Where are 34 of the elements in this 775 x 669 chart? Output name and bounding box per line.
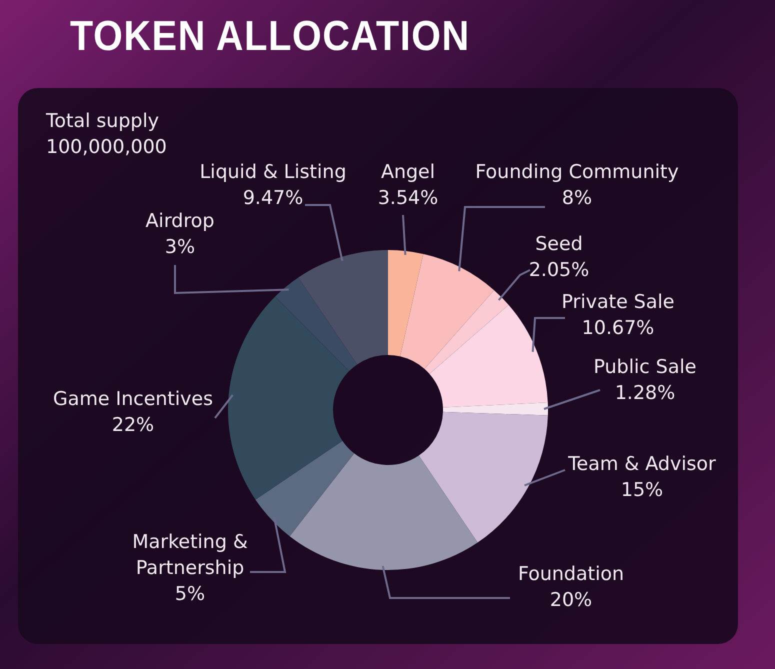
data-label: 5% (174, 583, 206, 605)
data-label: 9.47% (242, 187, 304, 209)
slice-label: Seed (535, 233, 583, 255)
donut-slice (255, 440, 354, 536)
slice-label: Liquid & Listing (200, 161, 346, 183)
data-label: 10.67% (582, 317, 654, 339)
data-label: 15% (620, 479, 664, 501)
slice-label: Private Sale (562, 291, 674, 313)
text: Total supply (45, 110, 159, 132)
slice-label: Game Incentives (53, 388, 213, 410)
data-label: 22% (112, 414, 154, 436)
slice-label: Airdrop (146, 210, 214, 232)
slice-label: Public Sale (594, 356, 696, 378)
donut-slice (429, 304, 548, 408)
slice-label: Foundation (518, 563, 624, 585)
data-label: 3.54% (378, 187, 438, 209)
slice-label: Founding Community (475, 161, 679, 183)
data-label: 1.28% (614, 382, 676, 404)
donut-slice (400, 254, 494, 369)
data-label: 20% (550, 589, 592, 611)
donut-slice (298, 250, 388, 364)
slice-label: Angel (380, 161, 436, 183)
donut-slice (388, 250, 424, 356)
slice-label: Team & Advisor (567, 453, 716, 475)
data-label: 3% (164, 236, 196, 258)
slice-label: Marketing & Partnership (132, 531, 248, 579)
donut-slice (442, 402, 548, 416)
donut-slice (424, 290, 509, 374)
data-label: 8% (562, 187, 592, 209)
chart-title: TOKEN ALLOCATION (70, 13, 470, 60)
data-label: 2.05% (528, 259, 590, 281)
text: 100,000,000 (46, 136, 167, 158)
donut-slice (418, 412, 548, 543)
donut-slice (290, 453, 478, 570)
